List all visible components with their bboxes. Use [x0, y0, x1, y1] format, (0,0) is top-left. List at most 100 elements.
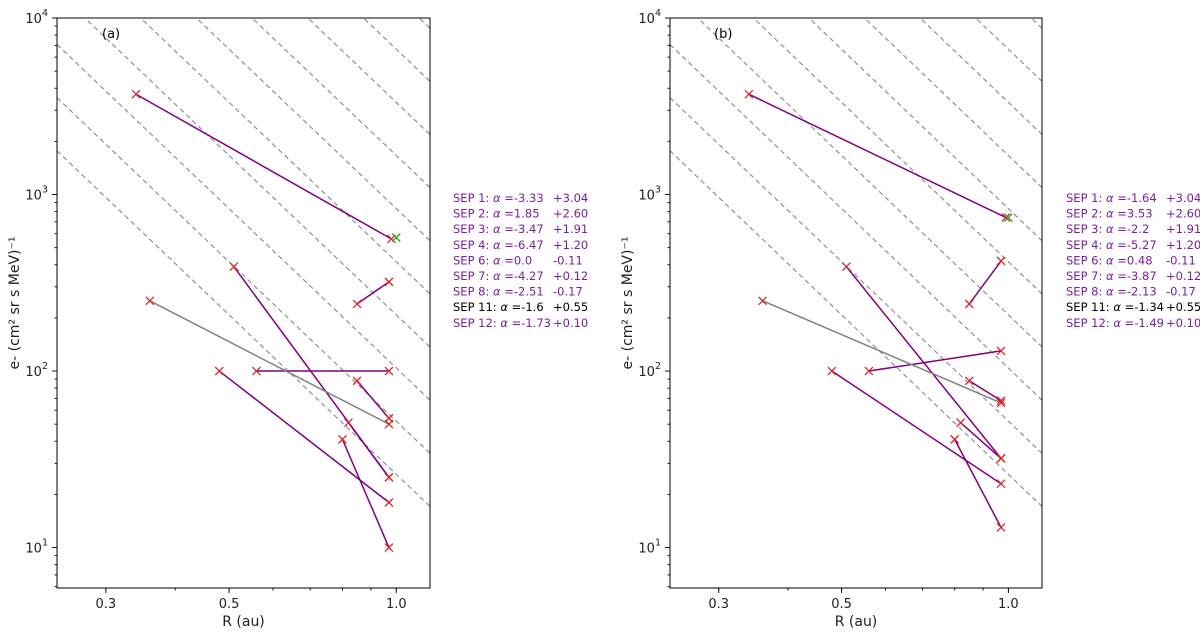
sep-6-marker-1: [384, 366, 394, 376]
legend-entry-8: SEP 12: α =-1.73: [453, 316, 551, 330]
reference-line-8: [362, 18, 430, 82]
sep-8-line: [968, 380, 1002, 402]
sep-2-marker-1: [996, 256, 1006, 266]
sep-2-marker-0: [352, 299, 362, 309]
reference-line-5: [808, 18, 1042, 242]
legend-entry-3: SEP 4: α =-6.47: [453, 238, 544, 252]
sep-12-marker-1: [996, 453, 1006, 463]
sep-7-marker-0: [214, 366, 224, 376]
sep-12-marker-0: [343, 418, 353, 428]
reference-line-6: [863, 18, 1042, 189]
legend-entry-8: SEP 12: α =-1.49: [1066, 316, 1164, 330]
legend-offset-2: +1.91: [1166, 222, 1200, 236]
sep-3-marker-0: [841, 262, 851, 272]
panel-a: 101 102 103 104 0.3 0.5 1.0 R (au) e- (cm² sr s …: [7, 8, 431, 630]
y-tick-label: 101: [638, 538, 661, 557]
green-marker: [391, 233, 401, 243]
sep-7-line: [831, 370, 1002, 485]
legend-entry-5: SEP 7: α =-3.87: [1066, 269, 1157, 283]
legend-offset-4: -0.11: [553, 253, 583, 267]
y-tick-label: 103: [25, 185, 48, 204]
legend-offset-7: +0.55: [1166, 300, 1200, 314]
y-tick-label: 103: [638, 185, 661, 204]
legend-offset-6: -0.17: [1166, 285, 1196, 299]
sep-11-marker-0: [758, 296, 768, 306]
sep-8-marker-0: [352, 376, 362, 386]
legend-entry-1: SEP 2: α =1.85: [453, 207, 540, 221]
panel-label: (a): [102, 27, 120, 42]
sep-1-line: [748, 93, 1007, 219]
legend-offset-8: +0.10: [1166, 316, 1200, 330]
reference-line-1: [670, 97, 1042, 454]
x-tick-label: 1.0: [998, 597, 1019, 612]
legend-entry-4: SEP 6: α =0.0: [453, 253, 532, 267]
legend-offset-0: +3.04: [553, 191, 588, 205]
legend-offset-0: +3.04: [1166, 191, 1200, 205]
x-axis-label: R (au): [835, 614, 878, 630]
x-tick-label: 0.5: [831, 597, 852, 612]
plot-frame: [56, 17, 431, 589]
series-group: [744, 89, 1013, 532]
y-axis-label: e- (cm² sr s MeV)⁻¹: [7, 237, 23, 370]
sep-7-line: [218, 370, 390, 504]
legend-entry-7: SEP 11: α =-1.6: [453, 300, 544, 314]
legend-entry-5: SEP 7: α =-4.27: [453, 269, 544, 283]
panel-label: (b): [714, 27, 732, 42]
reference-line-9: [418, 18, 430, 29]
sep-6-marker-0: [864, 366, 874, 376]
reference-line-3: [697, 18, 1042, 348]
legend-entry-2: SEP 3: α =-3.47: [453, 222, 544, 236]
legend-entry-6: SEP 8: α =-2.51: [453, 285, 544, 299]
sep-4-marker-1: [996, 522, 1006, 532]
sep-2-marker-0: [964, 299, 974, 309]
x-tick-label: 0.5: [219, 597, 240, 612]
sep-7-marker-0: [827, 366, 837, 376]
sep-4-line: [341, 439, 390, 548]
reference-line-5: [195, 18, 430, 242]
x-tick-label: 0.3: [96, 597, 117, 612]
panel-b: 101 102 103 104 0.3 0.5 1.0 R (au) e- (cm² sr s …: [620, 8, 1043, 630]
legend-offset-5: +0.12: [553, 269, 588, 283]
legend-entry-7: SEP 11: α =-1.34: [1066, 300, 1164, 314]
reference-lines: [670, 18, 1042, 507]
sep-4-line: [954, 439, 1002, 528]
sep-2-line: [356, 281, 390, 305]
legend-entry-4: SEP 6: α =0.48: [1066, 253, 1153, 267]
sep-4-marker-0: [950, 434, 960, 444]
legend-offset-7: +0.55: [553, 300, 588, 314]
reference-lines: [57, 18, 430, 507]
sep-4-marker-0: [337, 434, 347, 444]
legend-offset-6: -0.17: [553, 285, 583, 299]
legend-offset-1: +2.60: [553, 207, 588, 221]
sep-11-marker-1: [996, 398, 1006, 408]
reference-line-2: [670, 44, 1042, 401]
legend-offset-1: +2.60: [1166, 207, 1200, 221]
reference-line-0: [57, 150, 430, 507]
legend-entry-0: SEP 1: α =-1.64: [1066, 191, 1157, 205]
reference-line-0: [670, 150, 1042, 507]
legend-b: SEP 1: α =-1.64 +3.04 SEP 2: α =3.53 +2.60 S…: [1066, 191, 1200, 330]
sep-11-marker-1: [384, 419, 394, 429]
sep-7-marker-1: [996, 479, 1006, 489]
sep-1-marker-1: [1001, 213, 1011, 223]
sep-11-marker-0: [145, 296, 155, 306]
x-tick-label: 1.0: [386, 597, 407, 612]
sep-1-marker-0: [744, 89, 754, 99]
reference-line-2: [57, 44, 430, 401]
sep-12-line: [347, 422, 390, 478]
reference-line-4: [139, 18, 430, 295]
sep-4-marker-1: [384, 543, 394, 553]
sep-6-marker-0: [251, 366, 261, 376]
legend-entry-3: SEP 4: α =-5.27: [1066, 238, 1157, 252]
sep-2-marker-1: [384, 277, 394, 287]
sep-3-marker-0: [229, 262, 239, 272]
y-tick-label: 102: [25, 361, 48, 380]
legend-offset-5: +0.12: [1166, 269, 1200, 283]
sep-8-line: [356, 380, 390, 419]
legend-entry-1: SEP 2: α =3.53: [1066, 207, 1153, 221]
reference-line-8: [974, 18, 1042, 82]
sep-12-line: [960, 422, 1002, 459]
sep-12-marker-1: [384, 472, 394, 482]
y-tick-label: 101: [25, 538, 48, 557]
